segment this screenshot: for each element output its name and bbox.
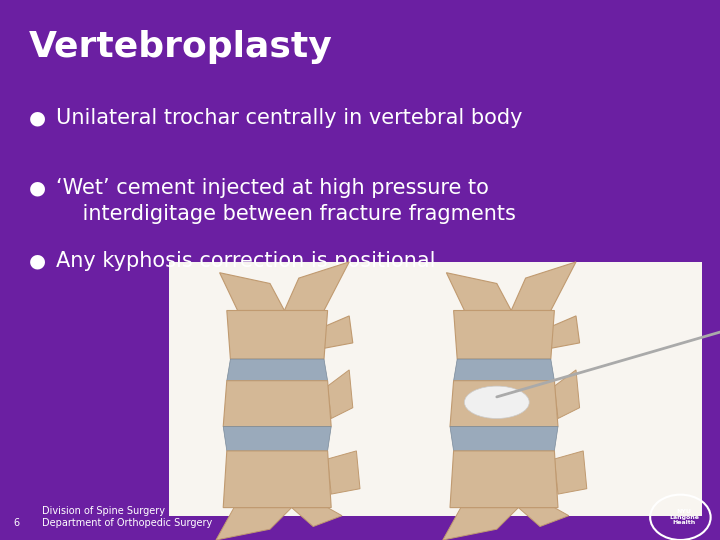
Text: ‘Wet’ cement injected at high pressure to
    interdigitage between fracture fra: ‘Wet’ cement injected at high pressure t… bbox=[56, 178, 516, 224]
Polygon shape bbox=[227, 359, 328, 381]
Text: NYU
Langone
Health: NYU Langone Health bbox=[669, 509, 699, 525]
Polygon shape bbox=[324, 316, 353, 348]
Text: ●: ● bbox=[29, 178, 46, 197]
FancyBboxPatch shape bbox=[169, 262, 702, 516]
Text: Any kyphosis correction is positional: Any kyphosis correction is positional bbox=[56, 251, 436, 271]
Polygon shape bbox=[454, 310, 554, 359]
Text: ●: ● bbox=[29, 251, 46, 270]
Polygon shape bbox=[223, 451, 331, 508]
Polygon shape bbox=[551, 316, 580, 348]
Text: Unilateral trochar centrally in vertebral body: Unilateral trochar centrally in vertebra… bbox=[56, 108, 523, 128]
Text: 6: 6 bbox=[13, 518, 19, 528]
Polygon shape bbox=[554, 370, 580, 418]
Polygon shape bbox=[450, 427, 558, 451]
Polygon shape bbox=[446, 273, 511, 310]
Polygon shape bbox=[292, 508, 342, 526]
Polygon shape bbox=[443, 508, 518, 540]
Polygon shape bbox=[223, 427, 331, 451]
Polygon shape bbox=[518, 508, 569, 526]
Polygon shape bbox=[216, 508, 292, 540]
Polygon shape bbox=[227, 310, 328, 359]
Polygon shape bbox=[223, 381, 331, 427]
Text: ●: ● bbox=[29, 108, 46, 127]
Ellipse shape bbox=[464, 386, 529, 418]
Polygon shape bbox=[454, 359, 554, 381]
Polygon shape bbox=[554, 451, 587, 494]
Text: Division of Spine Surgery
Department of Orthopedic Surgery: Division of Spine Surgery Department of … bbox=[42, 506, 212, 528]
Text: Vertebroplasty: Vertebroplasty bbox=[29, 30, 333, 64]
Polygon shape bbox=[511, 262, 576, 310]
Polygon shape bbox=[328, 370, 353, 418]
Polygon shape bbox=[284, 262, 349, 310]
Polygon shape bbox=[220, 273, 284, 310]
Polygon shape bbox=[450, 451, 558, 508]
Polygon shape bbox=[450, 381, 558, 427]
Polygon shape bbox=[328, 451, 360, 494]
